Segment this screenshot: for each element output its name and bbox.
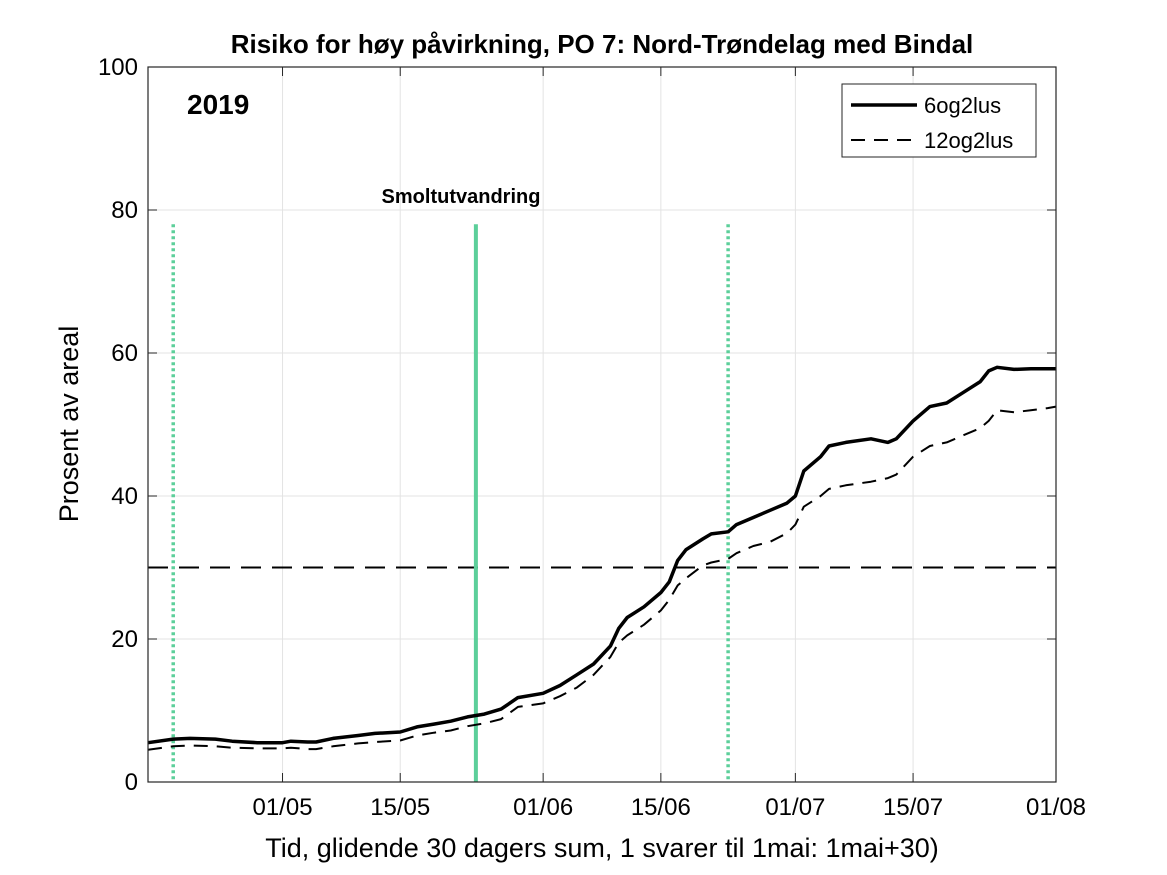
year-label: 2019 bbox=[187, 89, 249, 120]
chart-title: Risiko for høy påvirkning, PO 7: Nord-Tr… bbox=[231, 29, 974, 59]
axis-ticks: 01/05 15/05 01/06 15/06 01/07 15/07 01/08 0 20 40… bbox=[98, 54, 1086, 821]
y-tick-label: 60 bbox=[111, 340, 138, 367]
x-axis-label: Tid, glidende 30 dagers sum, 1 svarer ti… bbox=[265, 833, 939, 863]
legend-box bbox=[841, 83, 1037, 158]
x-tick-label: 15/06 bbox=[631, 794, 691, 821]
series-line-6og2lus bbox=[147, 365, 1056, 745]
legend-label-12og2lus: 12og2lus bbox=[924, 128, 1013, 153]
y-tick-label: 20 bbox=[111, 626, 138, 653]
y-tick-label: 100 bbox=[98, 54, 138, 81]
y-tick-label: 40 bbox=[111, 483, 138, 510]
y-tick-label: 0 bbox=[125, 769, 138, 796]
x-tick-label: 01/07 bbox=[765, 794, 825, 821]
x-tick-label: 01/06 bbox=[513, 794, 573, 821]
series-line-12og2lus bbox=[147, 405, 1057, 751]
plot-frame bbox=[147, 66, 1057, 783]
reference-lines bbox=[148, 224, 1056, 782]
x-tick-label: 15/05 bbox=[370, 794, 430, 821]
y-axis-label: Prosent av areal bbox=[54, 326, 84, 523]
x-tick-label: 01/08 bbox=[1026, 794, 1086, 821]
smolt-annotation: Smoltutvandring bbox=[382, 186, 541, 208]
legend-label-6og2lus: 6og2lus bbox=[924, 93, 1001, 118]
legend: 6og2lus 12og2lus bbox=[841, 83, 1037, 158]
x-tick-label: 01/05 bbox=[252, 794, 312, 821]
y-tick-label: 80 bbox=[111, 197, 138, 224]
series-lines bbox=[147, 365, 1057, 751]
x-tick-label: 15/07 bbox=[883, 794, 943, 821]
